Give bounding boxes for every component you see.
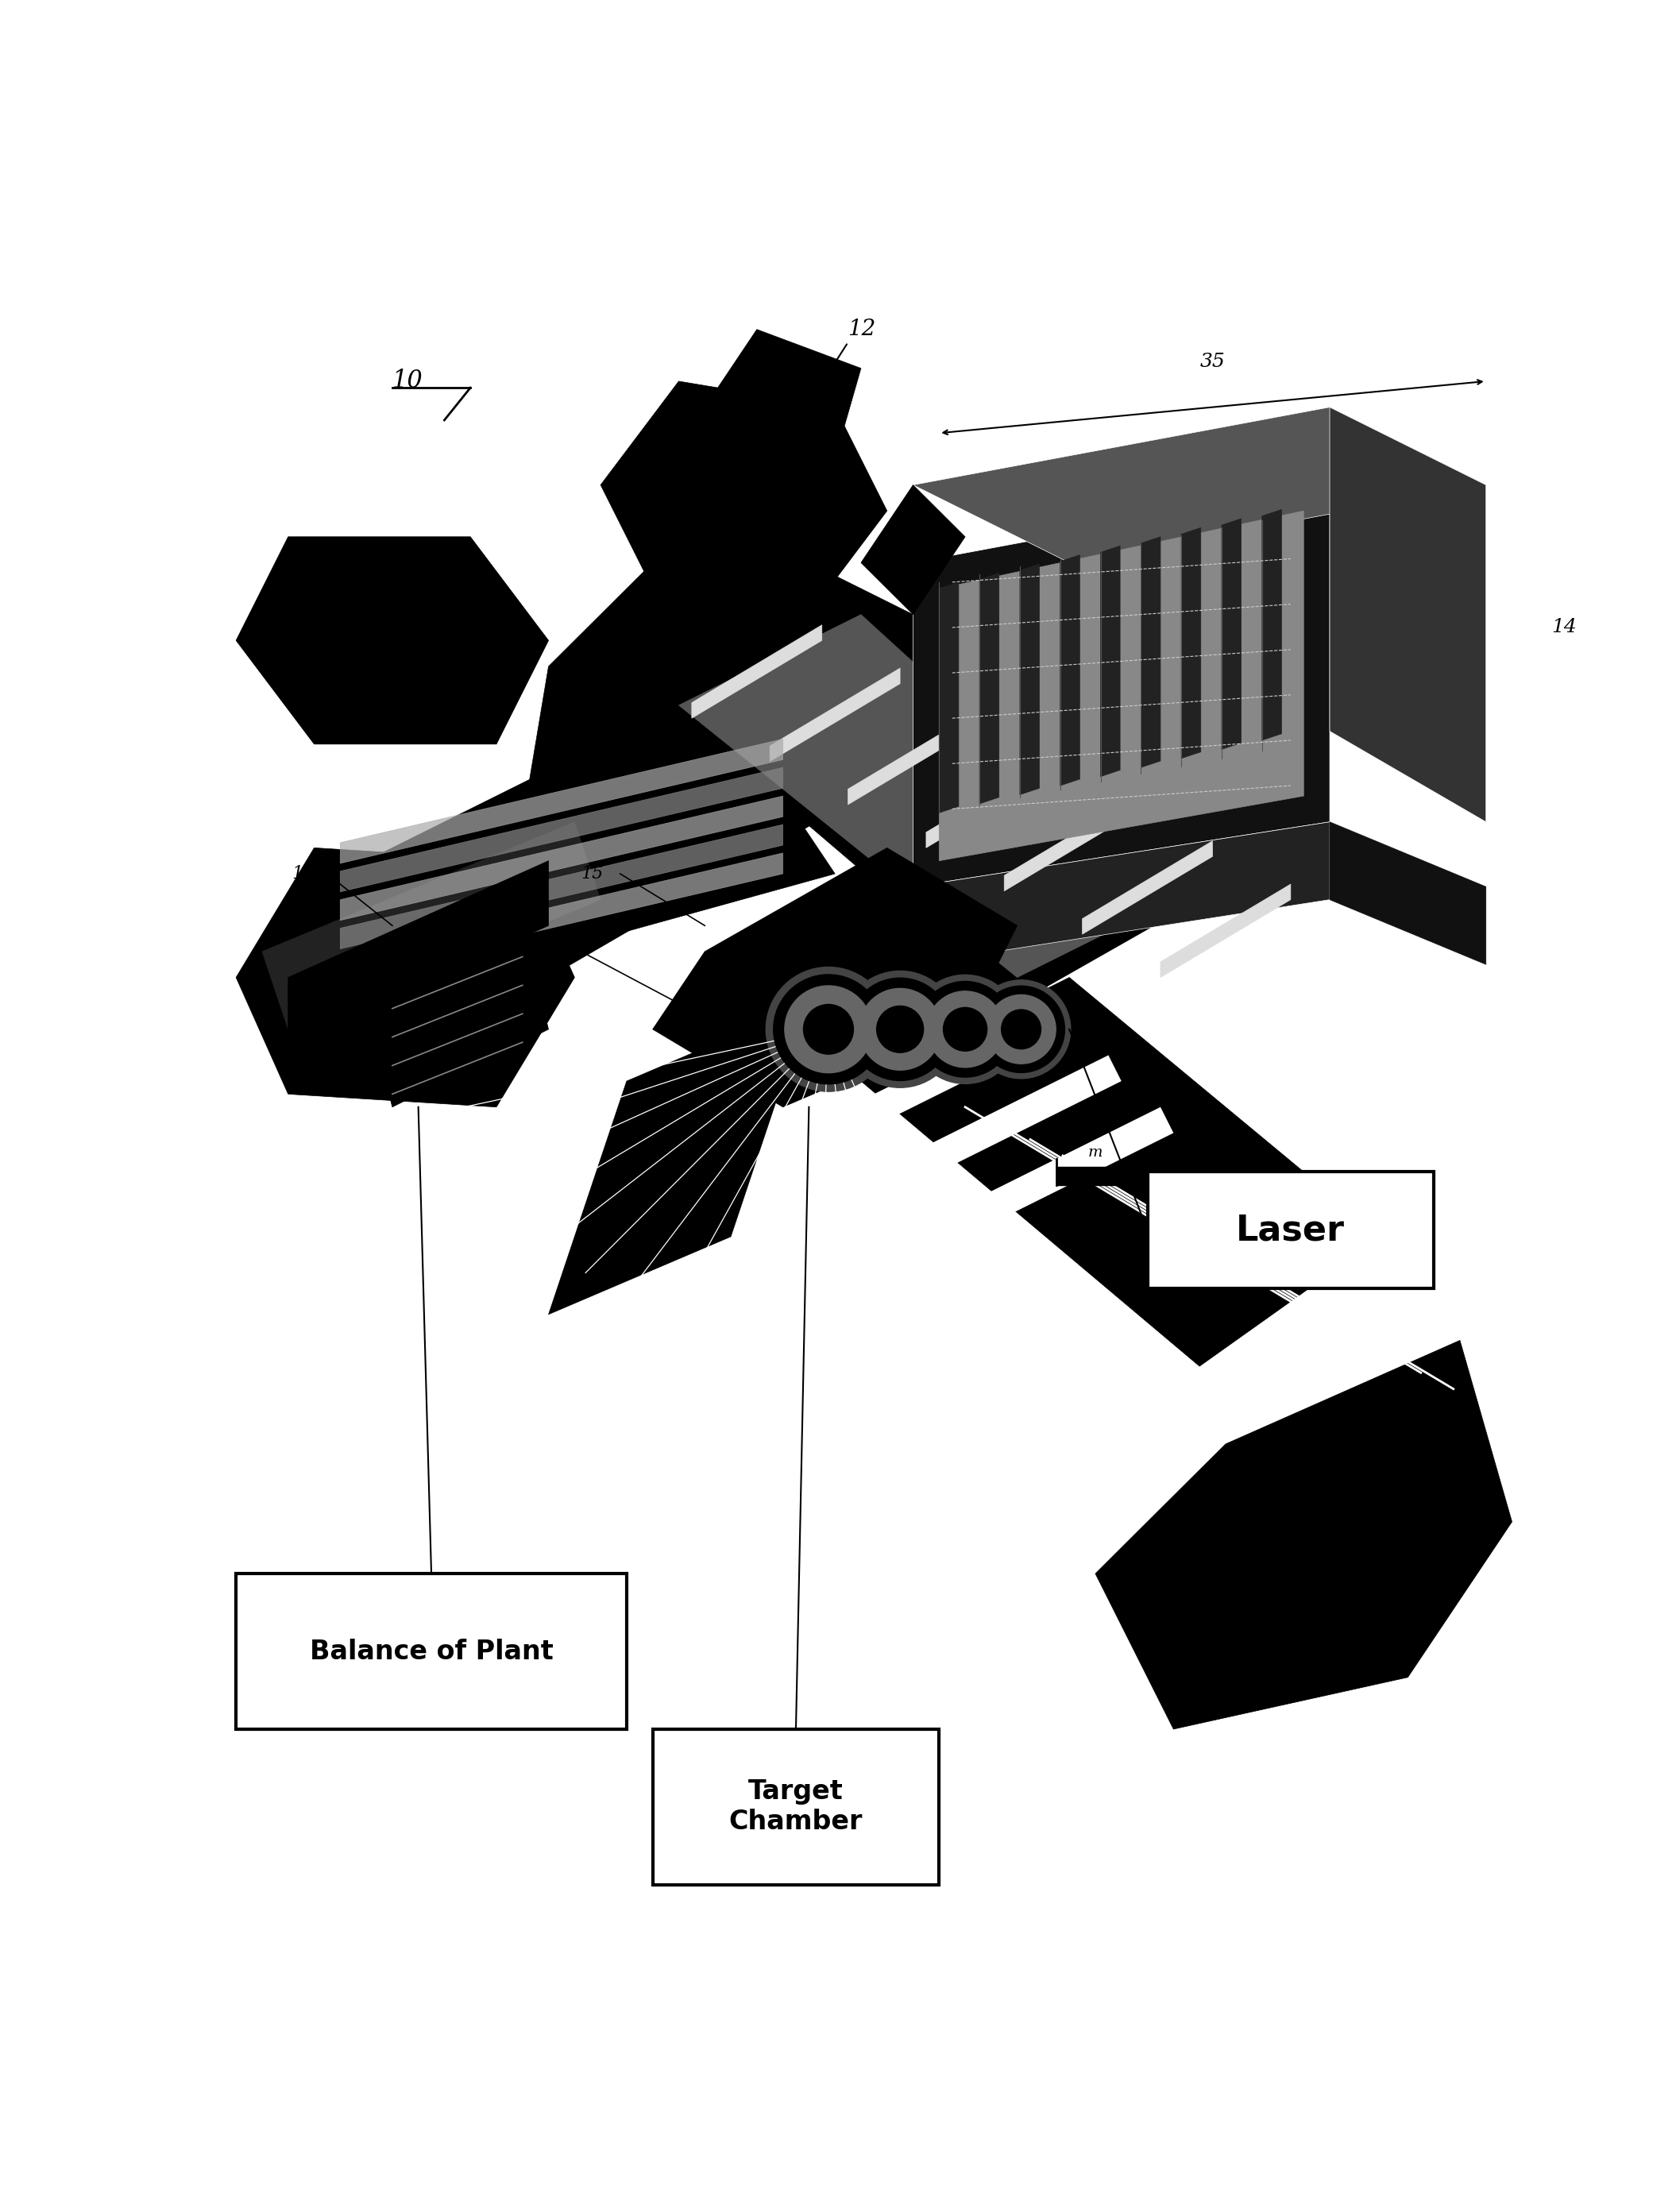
Circle shape [911, 975, 1020, 1083]
Polygon shape [235, 849, 575, 1107]
Circle shape [785, 986, 872, 1074]
Polygon shape [289, 860, 548, 1043]
Polygon shape [339, 692, 860, 977]
Circle shape [803, 1005, 853, 1054]
Circle shape [848, 979, 951, 1080]
Circle shape [858, 988, 941, 1069]
Polygon shape [1331, 408, 1485, 822]
Text: Figure 1: Figure 1 [1242, 1211, 1366, 1241]
Polygon shape [339, 739, 783, 864]
Circle shape [942, 1008, 988, 1052]
Text: m: m [1089, 1144, 1102, 1160]
Polygon shape [860, 977, 1381, 1367]
Circle shape [927, 992, 1003, 1067]
Polygon shape [339, 767, 783, 891]
Circle shape [877, 1005, 924, 1052]
Polygon shape [914, 822, 1331, 964]
Text: 18: 18 [292, 864, 314, 882]
Circle shape [773, 975, 884, 1085]
Text: 85: 85 [785, 527, 806, 545]
Circle shape [917, 981, 1013, 1078]
Polygon shape [314, 796, 835, 1003]
Polygon shape [874, 1003, 1068, 1120]
Bar [1147, 1171, 1433, 1288]
Text: 10: 10 [1154, 1171, 1174, 1184]
Polygon shape [769, 668, 900, 761]
Polygon shape [1082, 840, 1213, 935]
Polygon shape [1060, 556, 1080, 785]
Polygon shape [914, 408, 1485, 562]
Polygon shape [1161, 884, 1290, 977]
Polygon shape [1331, 822, 1485, 964]
Polygon shape [692, 624, 822, 719]
Polygon shape [1262, 509, 1282, 741]
Polygon shape [235, 536, 548, 743]
Polygon shape [601, 381, 887, 615]
Polygon shape [1100, 547, 1121, 776]
Text: 16: 16 [543, 944, 564, 959]
Bar [1057, 1166, 1134, 1184]
Polygon shape [548, 1003, 810, 1314]
Polygon shape [262, 822, 601, 1030]
Circle shape [978, 986, 1065, 1072]
Polygon shape [522, 512, 1016, 822]
Polygon shape [1020, 564, 1040, 794]
Text: 12: 12 [848, 320, 875, 340]
Polygon shape [848, 712, 978, 805]
Circle shape [766, 968, 890, 1091]
Text: 35: 35 [1200, 353, 1225, 370]
Polygon shape [978, 1107, 1173, 1224]
Bar [652, 1729, 939, 1885]
Circle shape [986, 994, 1055, 1063]
Polygon shape [1221, 518, 1242, 750]
Circle shape [1001, 1010, 1042, 1050]
Polygon shape [652, 849, 1016, 1107]
Polygon shape [706, 329, 860, 485]
Polygon shape [366, 926, 548, 1107]
Polygon shape [339, 796, 783, 919]
Polygon shape [939, 582, 959, 814]
Circle shape [842, 970, 959, 1087]
Text: Target
Chamber: Target Chamber [729, 1779, 864, 1835]
Polygon shape [926, 754, 1057, 849]
Polygon shape [1141, 536, 1161, 767]
Circle shape [971, 979, 1070, 1078]
Polygon shape [926, 1056, 1122, 1171]
Polygon shape [1095, 1341, 1512, 1729]
Polygon shape [1005, 798, 1134, 891]
Text: Balance of Plant: Balance of Plant [309, 1638, 553, 1665]
Polygon shape [339, 825, 783, 948]
Polygon shape [979, 573, 1000, 805]
Polygon shape [939, 512, 1304, 860]
Text: Laser: Laser [1236, 1213, 1346, 1248]
Polygon shape [1181, 527, 1201, 759]
Polygon shape [339, 853, 783, 977]
Text: 10: 10 [391, 368, 423, 392]
Polygon shape [652, 589, 1200, 1003]
Bar [235, 1574, 627, 1729]
Polygon shape [679, 615, 1173, 977]
Text: 15: 15 [581, 864, 603, 882]
Polygon shape [860, 485, 964, 615]
Text: 14: 14 [1551, 617, 1578, 637]
Polygon shape [914, 485, 1331, 886]
